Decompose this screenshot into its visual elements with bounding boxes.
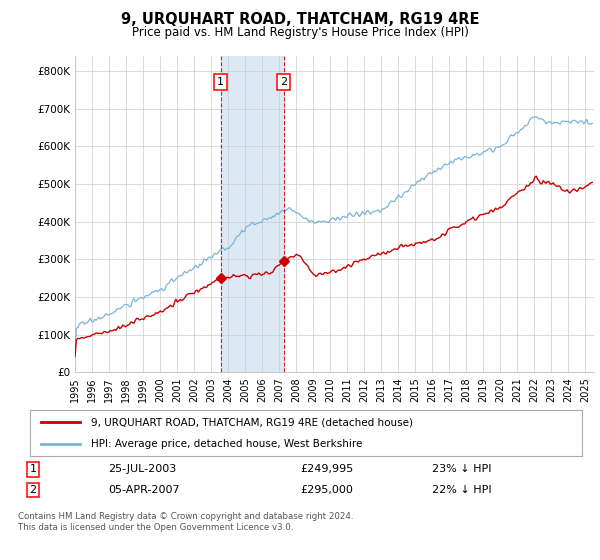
Text: 1: 1 <box>29 464 37 474</box>
Bar <box>221 56 284 372</box>
Text: £295,000: £295,000 <box>300 485 353 495</box>
Text: 22% ↓ HPI: 22% ↓ HPI <box>432 485 491 495</box>
Text: 9, URQUHART ROAD, THATCHAM, RG19 4RE: 9, URQUHART ROAD, THATCHAM, RG19 4RE <box>121 12 479 27</box>
Text: 9, URQUHART ROAD, THATCHAM, RG19 4RE (detached house): 9, URQUHART ROAD, THATCHAM, RG19 4RE (de… <box>91 417 413 427</box>
Text: 2: 2 <box>29 485 37 495</box>
Text: 25-JUL-2003: 25-JUL-2003 <box>108 464 176 474</box>
Text: 05-APR-2007: 05-APR-2007 <box>108 485 179 495</box>
Text: 1: 1 <box>217 77 224 87</box>
Text: 23% ↓ HPI: 23% ↓ HPI <box>432 464 491 474</box>
Text: Price paid vs. HM Land Registry's House Price Index (HPI): Price paid vs. HM Land Registry's House … <box>131 26 469 39</box>
Text: Contains HM Land Registry data © Crown copyright and database right 2024.
This d: Contains HM Land Registry data © Crown c… <box>18 512 353 532</box>
Text: 2: 2 <box>280 77 287 87</box>
Text: £249,995: £249,995 <box>300 464 353 474</box>
Text: HPI: Average price, detached house, West Berkshire: HPI: Average price, detached house, West… <box>91 439 362 449</box>
